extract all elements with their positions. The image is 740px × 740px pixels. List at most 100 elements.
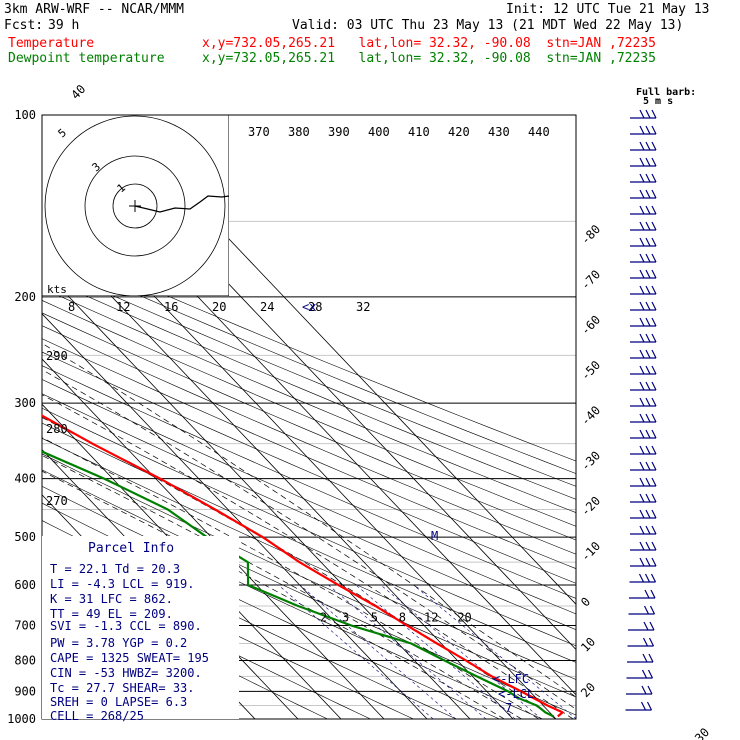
barb-feather [645,157,651,167]
dry-adiabat-label: 400 [368,125,390,139]
hodograph-ring [112,183,158,229]
moist-adiabat [42,470,505,719]
barb-feather [651,317,657,327]
isotherm-label: -40 [578,403,603,428]
isotherm-label: -50 [578,358,603,383]
barb-feather [645,477,651,487]
barb-feather [643,605,650,615]
pressure-tick-label: 200 [14,290,36,304]
pressure-tick-label: 1000 [7,712,36,726]
barb-feather [651,557,657,567]
moist-adiabat [42,417,557,719]
lfc-label: <-LFC [493,672,529,686]
barb-feather [639,221,645,231]
pressure-tick-label: 300 [14,396,36,410]
barb-feather [639,109,645,119]
barb-feather [639,429,645,439]
moist-adiabat [42,369,576,710]
barb-feather [645,541,651,551]
dewpoint-legend: Dewpoint temperature [8,51,165,66]
moist-adiabat [42,437,539,719]
mixing-ratio-label: 5 [371,610,378,624]
barb-feather [642,637,649,647]
wind-barb [630,509,657,519]
wind-barb [630,493,657,503]
barb-feather [639,525,645,535]
wind-barb [630,445,657,455]
wind-barb [630,557,657,567]
dry-adiabat [42,351,576,584]
barb-feather [645,269,651,279]
wind-barbs [625,109,657,711]
moist-adiabat [42,394,574,719]
mixing-ratio-line [413,584,576,719]
wind-barb [630,381,657,391]
barb-feather [645,333,651,343]
barb-feather [639,493,645,503]
barb-feather [651,493,657,503]
wind-barb [627,653,654,663]
barb-feather [651,381,657,391]
wind-barb [630,349,657,359]
wind-barb [630,125,657,135]
barb-feather [639,381,645,391]
wind-barb [629,573,657,583]
mixing-ratio-upper-label: 12 [116,300,130,314]
isotherm-label: -20 [578,494,603,519]
barb-feather [651,461,657,471]
dry-adiabat [42,287,576,513]
dry-adiabat-label: 410 [408,125,430,139]
barb-feather [651,141,657,151]
barb-feather [639,477,645,487]
isotherm-label: 10 [578,635,598,655]
mixing-ratio-label: 12 [424,610,438,624]
barb-feather [651,365,657,375]
parcel-row: LI = -4.3 LCL = 919. [50,577,195,591]
barb-feather [639,557,645,567]
barb-feather [639,205,645,215]
parcel-row: PW = 3.78 YGP = 0.2 [50,636,187,650]
pressure-tick-label: 900 [14,684,36,698]
barb-feather [641,669,648,679]
barb-feather [647,685,653,695]
barb-feather [649,605,656,615]
wind-barb [628,605,656,615]
barb-feather [646,701,653,711]
dewpoint-location: x,y=732.05,265.21 lat,lon= 32.32, -90.08… [202,51,656,66]
barb-feather [651,301,657,311]
barb-legend-line1: Full barb: [636,87,696,98]
dry-adiabat [42,393,576,631]
forecast-label: Fcst: [4,18,44,33]
barb-feather [645,221,651,231]
isotherm-label: -80 [578,222,603,247]
barb-feather [645,173,651,183]
hodograph-ring [44,115,226,296]
wind-barb [630,269,657,279]
mixing-ratio-label: 2 [320,610,327,624]
parcel-row: Tc = 27.7 SHEAR= 33. [50,681,195,695]
wind-barb [630,205,657,215]
forecast-hour: 39 h [48,18,80,33]
barb-feather [651,173,657,183]
wind-barb [630,333,657,343]
barb-feather [645,253,651,263]
dry-adiabat-label: 390 [328,125,350,139]
barb-feather [639,461,645,471]
parcel-row: CELL = 268/25 [50,709,144,723]
wind-barb [630,237,657,247]
dry-adiabat [42,453,576,698]
barb-feather [645,397,651,407]
temperature-legend: Temperature [8,36,95,51]
parcel-row: K = 31 LFC = 862. [50,592,173,606]
hodograph: 531 [42,115,229,296]
dry-adiabat-label: 440 [528,125,550,139]
barb-feather [651,269,657,279]
parcel-row: TT = 49 EL = 209. [50,607,173,621]
barb-feather [651,285,657,295]
barb-feather [648,653,654,663]
mixing-ratio-line [355,584,516,719]
parcel-row: CAPE = 1325 SWEAT= 195 [50,651,209,665]
level-mark-7: 7 [505,701,512,715]
barb-feather [638,573,645,583]
barb-feather [640,701,647,711]
